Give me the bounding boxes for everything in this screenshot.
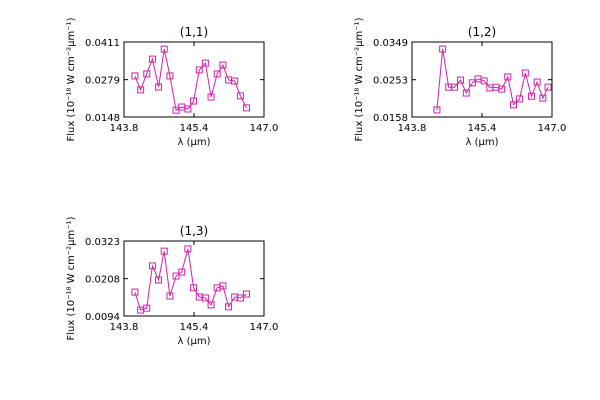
marker-square: [201, 294, 209, 302]
marker-square: [498, 85, 506, 93]
subplot: (1,2) 143.8 145.4 147.0 0.0158 0.0253 0.0349 λ …: [354, 17, 566, 148]
marker-square: [207, 301, 215, 309]
marker-square: [190, 97, 198, 105]
marker-square: [243, 104, 250, 112]
marker-square: [155, 83, 163, 91]
marker-square: [236, 92, 244, 100]
y-axis-label: Flux (10⁻¹⁸ W cm⁻²μm⁻¹): [66, 216, 77, 340]
x-tick-label: 147.0: [250, 322, 279, 333]
marker-square: [510, 101, 517, 109]
marker-square: [207, 93, 215, 101]
y-axis-label: Flux (10⁻¹⁸ W cm⁻²μm⁻¹): [66, 17, 77, 141]
marker-square: [462, 89, 470, 97]
marker-square: [160, 247, 168, 255]
marker-square: [433, 106, 441, 114]
marker-square: [148, 55, 156, 63]
y-tick-label: 0.0208: [85, 275, 120, 286]
data-line: [436, 49, 549, 110]
x-tick-label: 143.8: [398, 123, 427, 134]
marker-square: [533, 78, 541, 86]
marker-square: [137, 86, 145, 94]
y-tick-label: 0.0158: [373, 113, 408, 124]
marker-square: [172, 272, 180, 280]
marker-square: [243, 290, 250, 298]
y-tick-label: 0.0411: [85, 38, 120, 49]
y-tick-label: 0.0323: [85, 237, 120, 248]
marker-square: [468, 79, 476, 87]
marker-square: [143, 70, 151, 78]
marker-square: [213, 70, 221, 78]
marker-square: [201, 59, 209, 67]
x-tick-label: 143.8: [110, 322, 139, 333]
marker-square: [190, 284, 198, 292]
x-tick-label: 147.0: [538, 123, 567, 134]
marker-square: [131, 288, 139, 296]
marker-square: [225, 303, 233, 311]
subplot-title: (1,3): [180, 224, 208, 238]
marker-square: [178, 268, 186, 276]
data-line: [134, 48, 247, 111]
x-tick-label: 145.4: [180, 322, 209, 333]
subplot-title: (1,1): [180, 25, 208, 39]
marker-square: [131, 72, 139, 80]
x-tick-label: 143.8: [110, 123, 139, 134]
x-tick-label: 145.4: [468, 123, 497, 134]
marker-square: [521, 69, 529, 77]
subplot: (1,1) 143.8 145.4 147.0 0.0148 0.0279 0.0411 λ …: [66, 17, 278, 148]
marker-square: [516, 95, 524, 103]
y-tick-label: 0.0253: [373, 76, 408, 87]
marker-square: [219, 282, 227, 290]
data-line: [134, 248, 247, 311]
marker-square: [504, 73, 512, 81]
plot-frame: [411, 41, 553, 118]
x-axis-label: λ (μm): [465, 137, 498, 148]
marker-square: [155, 276, 163, 284]
y-tick-label: 0.0148: [85, 113, 120, 124]
marker-square: [527, 92, 535, 100]
x-axis-label: λ (μm): [177, 137, 210, 148]
y-tick-label: 0.0349: [373, 38, 408, 49]
marker-square: [480, 77, 488, 85]
marker-square: [143, 304, 151, 312]
marker-square: [544, 83, 552, 91]
marker-square: [450, 83, 458, 91]
subplot-title: (1,2): [468, 25, 496, 39]
marker-square: [457, 76, 465, 84]
marker-square: [166, 292, 174, 300]
x-tick-label: 147.0: [250, 123, 279, 134]
marker-square: [236, 294, 244, 302]
x-tick-label: 145.4: [180, 123, 209, 134]
y-tick-label: 0.0094: [85, 312, 120, 323]
marker-square: [539, 94, 547, 102]
marker-square: [195, 66, 203, 74]
marker-square: [219, 61, 227, 69]
marker-square: [439, 45, 447, 53]
y-axis-label: Flux (10⁻¹⁸ W cm⁻²μm⁻¹): [354, 17, 365, 141]
marker-square: [166, 72, 174, 80]
marker-square: [148, 262, 156, 270]
marker-square: [160, 45, 168, 53]
marker-square: [231, 77, 239, 85]
marker-square: [184, 245, 192, 253]
y-tick-label: 0.0279: [85, 76, 120, 87]
x-axis-label: λ (μm): [177, 336, 210, 347]
subplot: (1,3) 143.8 145.4 147.0 0.0094 0.0208 0.0323 λ …: [66, 216, 278, 347]
marker-square: [184, 105, 192, 113]
